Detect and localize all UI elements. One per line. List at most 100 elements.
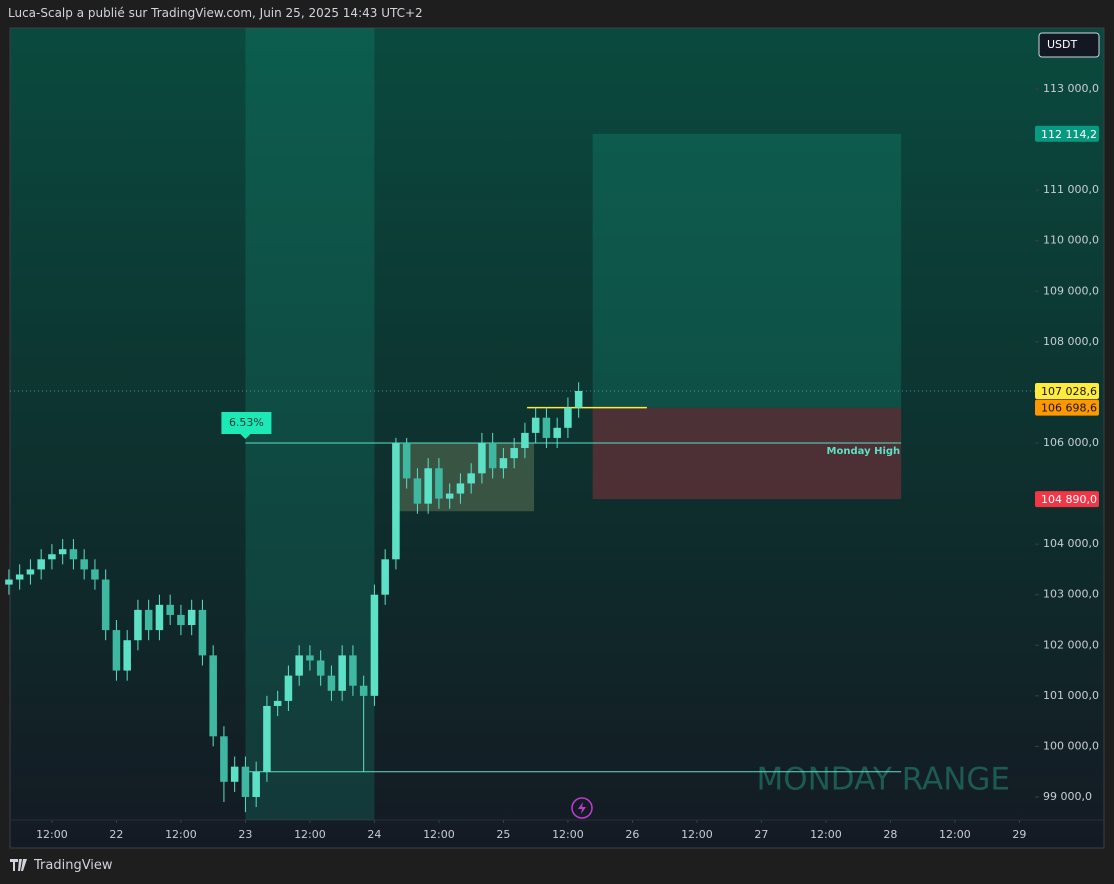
candle-body: [521, 432, 529, 449]
candle-body: [392, 442, 400, 560]
event-icon: [571, 797, 593, 819]
monday-range-shade: [245, 28, 375, 820]
candle-body: [177, 614, 185, 626]
candle-body: [166, 604, 174, 615]
candle-body: [359, 685, 368, 696]
candle-body: [445, 493, 454, 499]
x-tick-label: 12:00: [810, 828, 842, 841]
x-tick-label: 26: [625, 828, 639, 841]
monday-high-label: Monday High: [827, 446, 901, 457]
x-tick-label: 28: [883, 828, 897, 841]
candle-body: [144, 609, 153, 631]
candle-body: [26, 569, 35, 575]
candle-body: [478, 442, 486, 474]
candle-body: [58, 549, 67, 555]
price-tag-label: 104 890,0: [1041, 493, 1097, 506]
x-tick-label: 12:00: [294, 828, 326, 841]
x-tick-label: 12:00: [681, 828, 713, 841]
candle-body: [488, 442, 497, 469]
y-tick-label: 101 000,0: [1043, 689, 1099, 702]
y-tick-label: 113 000,0: [1043, 82, 1099, 95]
candle-body: [155, 604, 164, 631]
candle-body: [252, 771, 260, 797]
candle-body: [91, 569, 99, 580]
y-tick-label: 111 000,0: [1043, 183, 1099, 196]
candle-body: [327, 675, 336, 691]
candle-body: [306, 655, 314, 661]
candle-body: [15, 574, 24, 580]
measure-label: 6.53%: [229, 416, 264, 429]
price-tag: [1035, 382, 1099, 399]
candle-body: [5, 579, 13, 585]
x-tick-label: 12:00: [552, 828, 584, 841]
candle-body: [349, 655, 357, 686]
y-tick-label: 99 000,0: [1043, 790, 1092, 803]
currency-box: [1038, 32, 1100, 58]
candle-body: [241, 766, 250, 797]
measure-tag: [221, 411, 272, 439]
candle-body: [413, 478, 422, 504]
candle-body: [381, 559, 389, 595]
y-tick-label: 106 000,0: [1043, 436, 1099, 449]
price-tag-label: 106 698,6: [1041, 402, 1097, 415]
stop-zone: [592, 407, 902, 500]
candle-body: [564, 407, 572, 428]
y-tick-label: 109 000,0: [1043, 284, 1099, 297]
candle-body: [542, 417, 551, 438]
candle-body: [531, 417, 540, 433]
y-tick-label: 103 000,0: [1043, 588, 1099, 601]
monday-range-label: MONDAY RANGE: [756, 762, 1010, 798]
candle-body: [69, 549, 78, 560]
x-tick-label: 12:00: [939, 828, 971, 841]
candle-body: [338, 655, 346, 691]
header: Luca-Scalp a publié sur TradingView.com,…: [8, 6, 423, 20]
candle-body: [101, 579, 110, 631]
candle-body: [316, 660, 325, 676]
currency-label: USDT: [1047, 38, 1078, 51]
y-tick-label: 100 000,0: [1043, 739, 1099, 752]
candle-body: [295, 655, 303, 676]
y-tick-label: 102 000,0: [1043, 638, 1099, 651]
x-tick-label: 22: [109, 828, 123, 841]
x-tick-label: 23: [238, 828, 252, 841]
candle-body: [220, 736, 228, 782]
candle-body: [424, 468, 432, 504]
x-tick-label: 24: [367, 828, 381, 841]
candle-body: [574, 390, 583, 408]
candle-body: [402, 442, 411, 479]
x-tick-label: 27: [754, 828, 768, 841]
consolidation-box: [392, 442, 535, 512]
candle-body: [209, 655, 217, 737]
candle-body: [112, 630, 121, 671]
candle-body: [370, 594, 379, 696]
x-tick-label: 12:00: [36, 828, 68, 841]
candle-body: [553, 427, 561, 438]
x-tick-label: 29: [1012, 828, 1026, 841]
candle-body: [263, 705, 271, 772]
x-tick-label: 25: [496, 828, 510, 841]
candle-body: [80, 559, 88, 570]
candle-body: [499, 458, 508, 469]
candle-body: [230, 766, 239, 782]
logo: [10, 859, 27, 871]
footer: TradingView: [34, 858, 113, 873]
y-tick-label: 104 000,0: [1043, 537, 1099, 550]
price-tag: [1035, 125, 1099, 142]
candle-body: [187, 609, 196, 626]
chart-panel: [9, 27, 1105, 849]
y-tick-label: 108 000,0: [1043, 335, 1099, 348]
y-tick-label: 107 000,0: [1043, 385, 1099, 398]
candle-body: [273, 700, 282, 706]
candle-body: [510, 448, 518, 459]
candle-body: [37, 559, 45, 570]
candle-body: [134, 609, 142, 641]
price-tag-label: 112 114,2: [1041, 128, 1097, 141]
price-tag-label: 107 028,6: [1041, 385, 1097, 398]
y-tick-label: 110 000,0: [1043, 234, 1099, 247]
candle-body: [467, 473, 475, 484]
candle-body: [48, 554, 56, 560]
candle-body: [456, 483, 465, 494]
candle-body: [123, 640, 131, 671]
